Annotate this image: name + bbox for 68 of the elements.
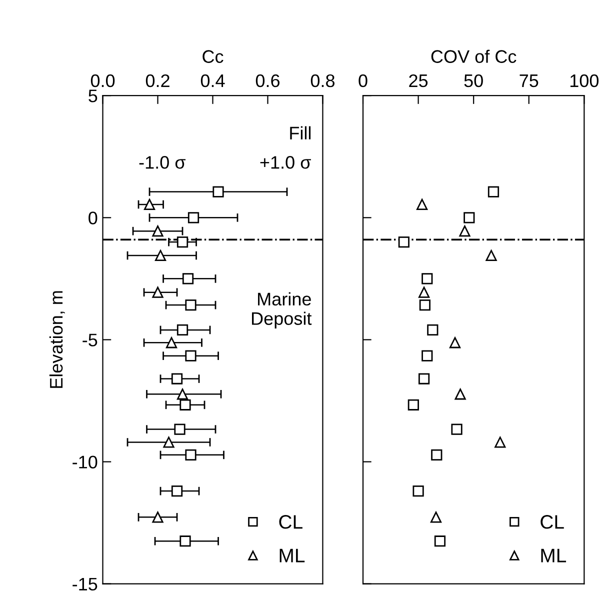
point xyxy=(416,198,428,210)
point xyxy=(398,236,410,248)
x-tick-label: 0.2 xyxy=(146,74,170,88)
point xyxy=(176,236,188,248)
point xyxy=(166,337,178,348)
point xyxy=(412,486,424,497)
x-tick-label: 75 xyxy=(520,74,538,88)
point xyxy=(154,250,166,262)
y-tick-label: 0 xyxy=(88,212,98,224)
annotation: Marine Deposit xyxy=(252,292,312,329)
point xyxy=(422,350,433,362)
legend-label: ML xyxy=(541,548,566,562)
point xyxy=(185,350,196,362)
point xyxy=(176,388,188,400)
annotation: +1.0 σ xyxy=(260,156,311,169)
y-axis-title: Elevation, m xyxy=(49,291,65,388)
x-tick-label: 0.8 xyxy=(310,74,335,88)
x-axis-title: Cc xyxy=(202,50,224,63)
point xyxy=(418,373,430,384)
point xyxy=(427,324,438,336)
point xyxy=(418,286,430,298)
point xyxy=(459,226,470,237)
y-tick-label: 5 xyxy=(88,90,98,102)
legend-label: CL xyxy=(540,515,564,529)
point xyxy=(180,399,191,410)
point xyxy=(152,226,164,237)
x-tick-label: 50 xyxy=(464,74,483,88)
point xyxy=(163,436,174,448)
legend-label: CL xyxy=(279,515,302,529)
point xyxy=(171,486,183,497)
y-tick-label: -10 xyxy=(72,456,98,468)
point xyxy=(488,186,500,198)
point xyxy=(171,373,183,384)
point xyxy=(434,536,446,547)
point xyxy=(152,512,164,523)
point xyxy=(449,337,461,348)
y-tick-label: -5 xyxy=(82,334,98,346)
point xyxy=(454,388,466,400)
point xyxy=(185,449,196,460)
annotation: -1.0 σ xyxy=(139,156,186,169)
x-tick-label: 0.6 xyxy=(256,74,280,88)
annotation: Fill xyxy=(290,126,311,140)
point xyxy=(188,212,200,224)
point xyxy=(212,186,224,198)
point xyxy=(422,273,433,284)
point xyxy=(180,536,191,547)
point xyxy=(419,299,430,311)
y-tick-label: -15 xyxy=(72,578,98,591)
x-axis-title: COV of Cc xyxy=(431,50,516,63)
x-tick-label: 0.4 xyxy=(200,74,225,88)
point xyxy=(144,198,156,210)
point xyxy=(174,424,186,435)
point xyxy=(152,286,164,298)
x-tick-label: 0.0 xyxy=(90,74,115,88)
point xyxy=(494,436,506,448)
point xyxy=(486,250,497,262)
point xyxy=(431,449,442,460)
point xyxy=(176,324,188,336)
point xyxy=(185,299,196,311)
point xyxy=(182,273,194,284)
point xyxy=(430,512,442,523)
point xyxy=(451,424,462,435)
point xyxy=(408,399,419,410)
x-tick-label: 0 xyxy=(358,74,368,88)
point xyxy=(464,212,475,224)
x-tick-label: 25 xyxy=(409,74,428,88)
x-tick-label: 100 xyxy=(570,74,599,88)
legend-label: ML xyxy=(280,548,305,562)
